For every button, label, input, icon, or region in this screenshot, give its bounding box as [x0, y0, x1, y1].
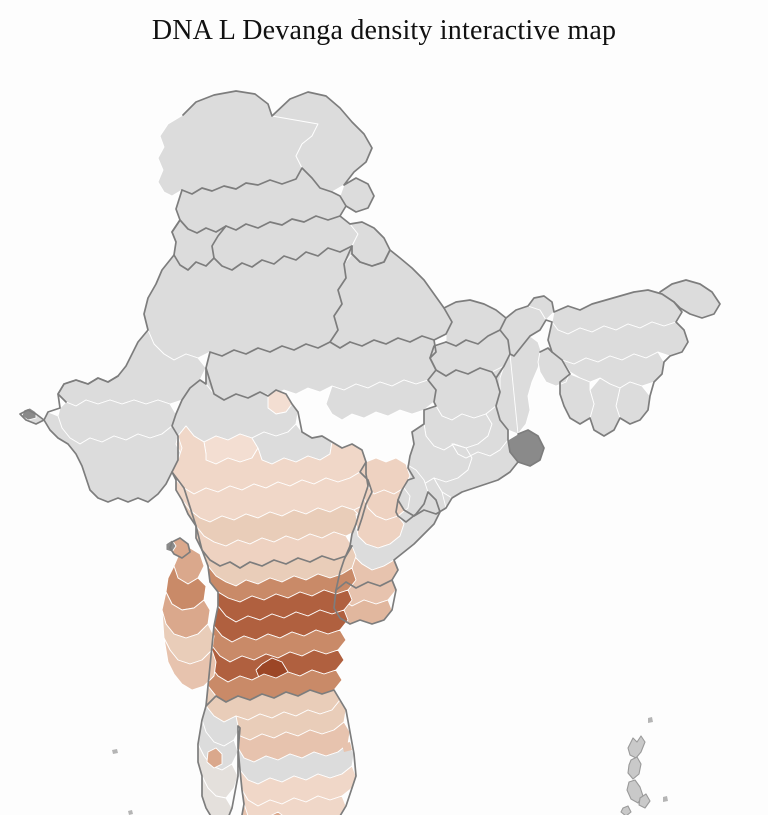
region-chhattisgarh[interactable]	[408, 368, 500, 484]
region-gujarat[interactable]	[20, 330, 206, 502]
region-karnataka[interactable]	[162, 546, 356, 722]
region-andaman-nicobar-islands[interactable]	[617, 717, 668, 815]
region-kerala[interactable]	[198, 706, 240, 815]
map-svg[interactable]	[0, 52, 768, 815]
india-choropleth-map[interactable]	[0, 52, 768, 815]
region-puducherry[interactable]	[342, 742, 352, 752]
region-lakshadweep[interactable]	[112, 749, 133, 815]
state-borders-overlay	[20, 91, 720, 815]
region-tamil-nadu[interactable]	[236, 700, 356, 815]
page-title: DNA L Devanga density interactive map	[151, 15, 617, 46]
region-northeast[interactable]	[538, 280, 720, 436]
region-maharashtra[interactable]	[172, 426, 372, 568]
